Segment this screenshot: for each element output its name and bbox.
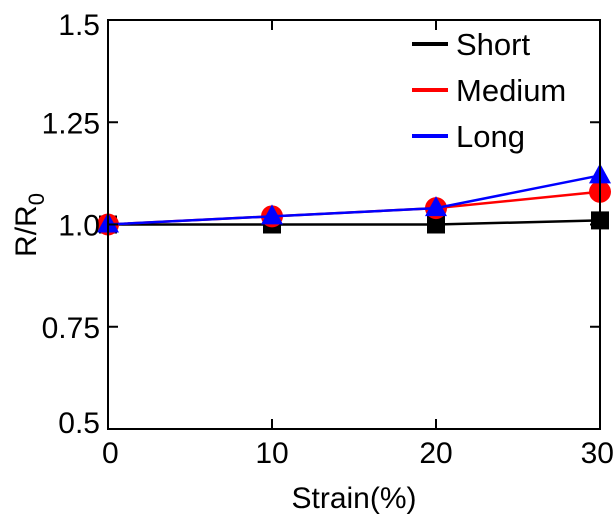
series-short: [99, 211, 609, 234]
x-tick-label: 10: [255, 437, 288, 470]
series-line: [108, 219, 601, 226]
legend-label: Long: [456, 119, 525, 154]
legend: Short Medium Long: [412, 27, 566, 154]
plot-area: [97, 163, 611, 236]
y-tick-label: 1.0: [58, 210, 100, 243]
y-axis-title-main: R/R: [10, 205, 43, 257]
x-tick-label: 20: [419, 437, 452, 470]
x-tick-label: 0: [102, 437, 119, 470]
data-point-square: [427, 215, 445, 234]
y-tick-label: 1.5: [58, 9, 100, 42]
axis-tick-labels: 0 10 20 30 0.5 0.75 1.0 1.25 1.5: [42, 9, 614, 470]
x-tick-label: 30: [581, 437, 614, 470]
y-axis-title: R/R0: [10, 193, 49, 257]
data-point-triangle: [261, 204, 283, 225]
y-tick-label: 0.5: [58, 407, 100, 440]
axis-ticks: [107, 19, 601, 430]
legend-label: Short: [456, 27, 530, 62]
y-tick-label: 0.75: [42, 312, 100, 345]
y-tick-label: 1.25: [42, 107, 100, 140]
series-line: [107, 174, 601, 226]
y-axis-title-subscript: 0: [24, 193, 49, 205]
data-point-triangle: [425, 196, 447, 217]
x-axis-title: Strain(%): [291, 482, 416, 515]
legend-label: Medium: [456, 73, 566, 108]
